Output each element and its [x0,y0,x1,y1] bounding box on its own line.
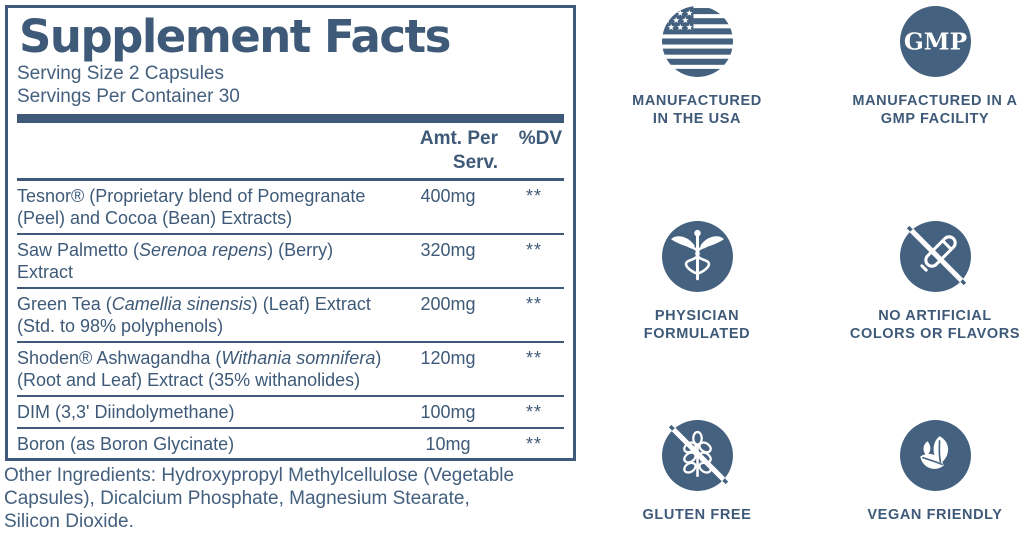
vegan-leaf-icon [899,420,971,491]
dv-column-header: %DV [518,128,562,149]
ingredient-name-line2: (Root and Leaf) Extract (35% withanolide… [17,370,361,390]
servings-per-container: Servings Per Container 30 [17,86,240,107]
table-row: Green Tea (Camellia sinensis) (Leaf) Ext… [17,287,564,341]
table-header: Amt. Per Serv. %DV [17,123,564,181]
serving-size: Serving Size 2 Capsules [17,63,224,84]
ingredient-amount: 400mg [420,186,476,206]
table-row: Shoden® Ashwagandha (Withania somnifera)… [17,341,564,395]
ingredient-dv: ** [525,348,542,368]
badge-label: VEGAN FRIENDLY [867,507,1003,523]
ingredient-name-line2: (Peel) and Cocoa (Bean) Extracts) [17,208,293,228]
ingredient-amount: 200mg [420,294,476,314]
ingredient-amount: 100mg [420,402,476,422]
ingredient-dv: ** [525,434,542,454]
ingredient-name: Boron (as Boron Glycinate) [17,434,235,454]
ingredient-name: Green Tea (Camellia sinensis) (Leaf) Ext… [17,293,392,337]
badge-label: NO ARTIFICIAL COLORS OR FLAVORS [849,308,1021,342]
table-row: Saw Palmetto (Serenoa repens) (Berry) Ex… [17,233,564,287]
badge-gmp-facility: GMP MANUFACTURED IN A GMP FACILITY [810,5,1024,128]
table-row: Tesnor® (Proprietary blend of Pomegranat… [17,181,564,233]
badge-gluten-free: GLUTEN FREE [572,419,822,524]
gmp-seal-icon: GMP [899,6,971,77]
ingredient-dv: ** [525,186,542,206]
supplement-facts-panel: Supplement Facts Serving Size 2 Capsules… [5,5,576,461]
ingredient-dv: ** [525,294,542,314]
usa-flag-icon [661,6,733,77]
other-ingredients: Other Ingredients: Hydroxypropyl Methylc… [4,465,515,532]
ingredient-name: DIM (3,3' Diindolymethane) [17,402,235,422]
no-artificial-icon [899,221,971,292]
badge-made-in-usa: MANUFACTURED IN THE USA [572,5,822,128]
gmp-seal-text: GMP [903,29,966,56]
ingredient-amount: 320mg [420,240,476,260]
ingredient-amount: 10mg [425,434,471,454]
caduceus-icon [661,221,733,292]
ingredient-name: Tesnor® (Proprietary blend of Pomegranat… [17,185,392,229]
ingredient-name: Saw Palmetto (Serenoa repens) (Berry) Ex… [17,240,334,282]
ingredient-dv: ** [525,240,542,260]
ingredient-amount: 120mg [420,348,476,368]
badge-label: GLUTEN FREE [642,507,752,523]
badge-physician-formulated: PHYSICIAN FORMULATED [572,220,822,343]
panel-title: Supplement Facts [19,10,451,63]
gluten-free-icon [661,420,733,491]
table-row: Boron (as Boron Glycinate) 10mg ** [17,427,564,458]
ingredient-name-line2: (Std. to 98% polyphenols) [17,316,224,336]
divider-bar [17,114,564,123]
badge-label: PHYSICIAN FORMULATED [643,308,751,342]
ingredient-dv: ** [525,402,542,422]
badge-no-artificial: NO ARTIFICIAL COLORS OR FLAVORS [810,220,1024,343]
ingredient-name: Shoden® Ashwagandha (Withania somnifera)… [17,347,392,391]
badge-label: MANUFACTURED IN A GMP FACILITY [852,93,1018,127]
badge-label: MANUFACTURED IN THE USA [632,93,762,127]
amount-column-header: Amt. Per Serv. [419,128,498,173]
badge-vegan-friendly: VEGAN FRIENDLY [810,419,1024,524]
table-row: DIM (3,3' Diindolymethane) 100mg ** [17,395,564,427]
